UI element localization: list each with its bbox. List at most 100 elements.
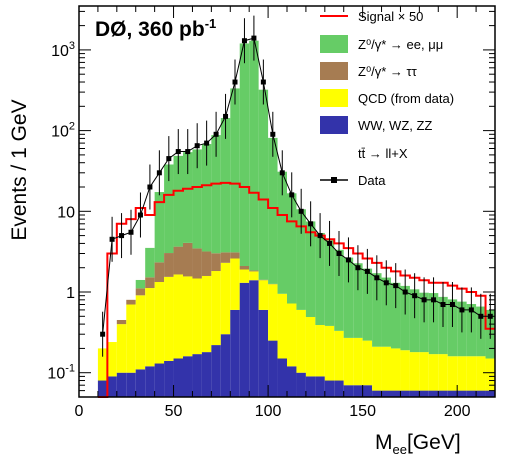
bar-3-20 xyxy=(287,193,297,304)
bar-0-40 xyxy=(476,390,486,397)
data-point-7 xyxy=(166,156,172,162)
bar-1-36 xyxy=(438,354,448,391)
bar-0-21 xyxy=(296,372,306,397)
bar-2-11 xyxy=(201,251,212,276)
bar-3-30 xyxy=(381,277,391,347)
chart-title: DØ, 360 pb-1 xyxy=(95,16,216,41)
bar-0-1 xyxy=(107,376,117,397)
bar-1-5 xyxy=(145,288,155,367)
bar-0-26 xyxy=(343,385,354,397)
bar-0-14 xyxy=(230,309,240,397)
legend-zee-swatch xyxy=(320,35,348,53)
bar-1-9 xyxy=(183,276,193,357)
bar-3-28 xyxy=(362,268,373,341)
bar-2-16 xyxy=(249,270,259,272)
bar-0-2 xyxy=(116,372,127,397)
y-tick-base-2: 10 xyxy=(57,204,75,221)
bar-0-7 xyxy=(164,360,174,397)
bar-2-15 xyxy=(239,266,250,270)
bar-3-7 xyxy=(164,164,174,254)
bar-0-41 xyxy=(485,390,495,397)
data-point-17 xyxy=(260,79,266,85)
x-tick-label-4: 200 xyxy=(444,403,471,420)
bar-0-32 xyxy=(400,390,410,397)
bar-3-19 xyxy=(277,171,287,294)
bar-3-14 xyxy=(230,88,240,253)
data-point-12 xyxy=(213,131,219,137)
data-point-25 xyxy=(336,251,342,257)
x-axis-label: Mee[GeV] xyxy=(375,431,461,457)
bar-1-2 xyxy=(116,324,127,373)
x-axis-label-main: M xyxy=(375,431,393,454)
data-point-16 xyxy=(251,35,257,41)
bar-0-10 xyxy=(192,354,202,397)
chart-title-sup: -1 xyxy=(205,16,217,31)
data-point-39 xyxy=(468,307,474,313)
bar-0-33 xyxy=(409,390,420,397)
data-point-6 xyxy=(156,170,162,176)
bar-3-16 xyxy=(249,40,259,271)
bar-0-38 xyxy=(457,390,467,397)
y-tick-label-2: 10 xyxy=(57,204,75,221)
bar-1-33 xyxy=(409,352,420,391)
chart-title-main: DØ, 360 pb xyxy=(95,18,205,41)
data-point-30 xyxy=(383,280,389,286)
legend-ttbar-label: tt̄ → ll+X xyxy=(358,146,408,161)
bar-3-23 xyxy=(315,232,325,326)
legend-diboson-swatch xyxy=(320,116,348,134)
legend-data-marker xyxy=(331,177,337,183)
data-point-15 xyxy=(241,38,247,44)
data-point-4 xyxy=(137,212,143,218)
data-point-2 xyxy=(119,233,125,239)
legend-ztautau-swatch xyxy=(320,62,348,80)
bar-0-4 xyxy=(135,369,146,397)
bar-1-6 xyxy=(154,282,165,364)
bar-1-12 xyxy=(211,271,221,346)
bar-1-8 xyxy=(173,274,183,359)
bar-3-24 xyxy=(324,240,335,326)
bar-1-11 xyxy=(201,275,212,353)
data-point-22 xyxy=(308,221,314,227)
bar-3-18 xyxy=(268,137,278,284)
bar-0-5 xyxy=(145,366,155,397)
bar-1-35 xyxy=(428,354,439,391)
bar-3-9 xyxy=(183,152,193,243)
data-points xyxy=(100,15,493,357)
y-tick-base-4: 10 xyxy=(51,43,69,60)
data-point-19 xyxy=(279,170,285,176)
bar-3-21 xyxy=(296,209,306,310)
data-point-8 xyxy=(175,149,181,155)
bar-0-25 xyxy=(334,380,344,397)
data-point-37 xyxy=(449,302,455,308)
bar-0-8 xyxy=(173,358,183,397)
bar-0-17 xyxy=(258,309,269,397)
bar-0-15 xyxy=(239,282,250,397)
legend-item-ztautau: Z⁰/γ* → ττ xyxy=(320,62,418,80)
data-point-36 xyxy=(440,302,446,308)
legend-item-diboson: WW, WZ, ZZ xyxy=(320,116,432,134)
legend-diboson-label: WW, WZ, ZZ xyxy=(358,118,432,133)
y-tick-exp-3: 2 xyxy=(69,121,75,133)
legend-ztautau-label: Z⁰/γ* → ττ xyxy=(358,64,418,79)
bar-2-5 xyxy=(145,277,155,289)
bar-3-33 xyxy=(409,289,420,353)
data-point-20 xyxy=(289,192,295,198)
bar-0-37 xyxy=(447,390,458,397)
y-tick-label-1: 1 xyxy=(66,285,75,302)
data-point-40 xyxy=(478,313,484,319)
legend-item-zee: Z⁰/γ* → ee, μμ xyxy=(320,35,443,53)
bar-1-25 xyxy=(334,330,344,381)
bar-3-17 xyxy=(258,89,269,280)
x-axis-label-unit: [GeV] xyxy=(407,431,461,454)
bar-3-35 xyxy=(428,293,439,355)
bar-1-40 xyxy=(476,356,486,391)
bar-1-15 xyxy=(239,269,250,283)
data-point-34 xyxy=(421,297,427,303)
y-tick-label-3: 102 xyxy=(51,121,75,141)
bar-1-0 xyxy=(97,348,108,381)
bar-3-10 xyxy=(192,149,202,249)
legend-qcd-label: QCD (from data) xyxy=(358,91,454,106)
